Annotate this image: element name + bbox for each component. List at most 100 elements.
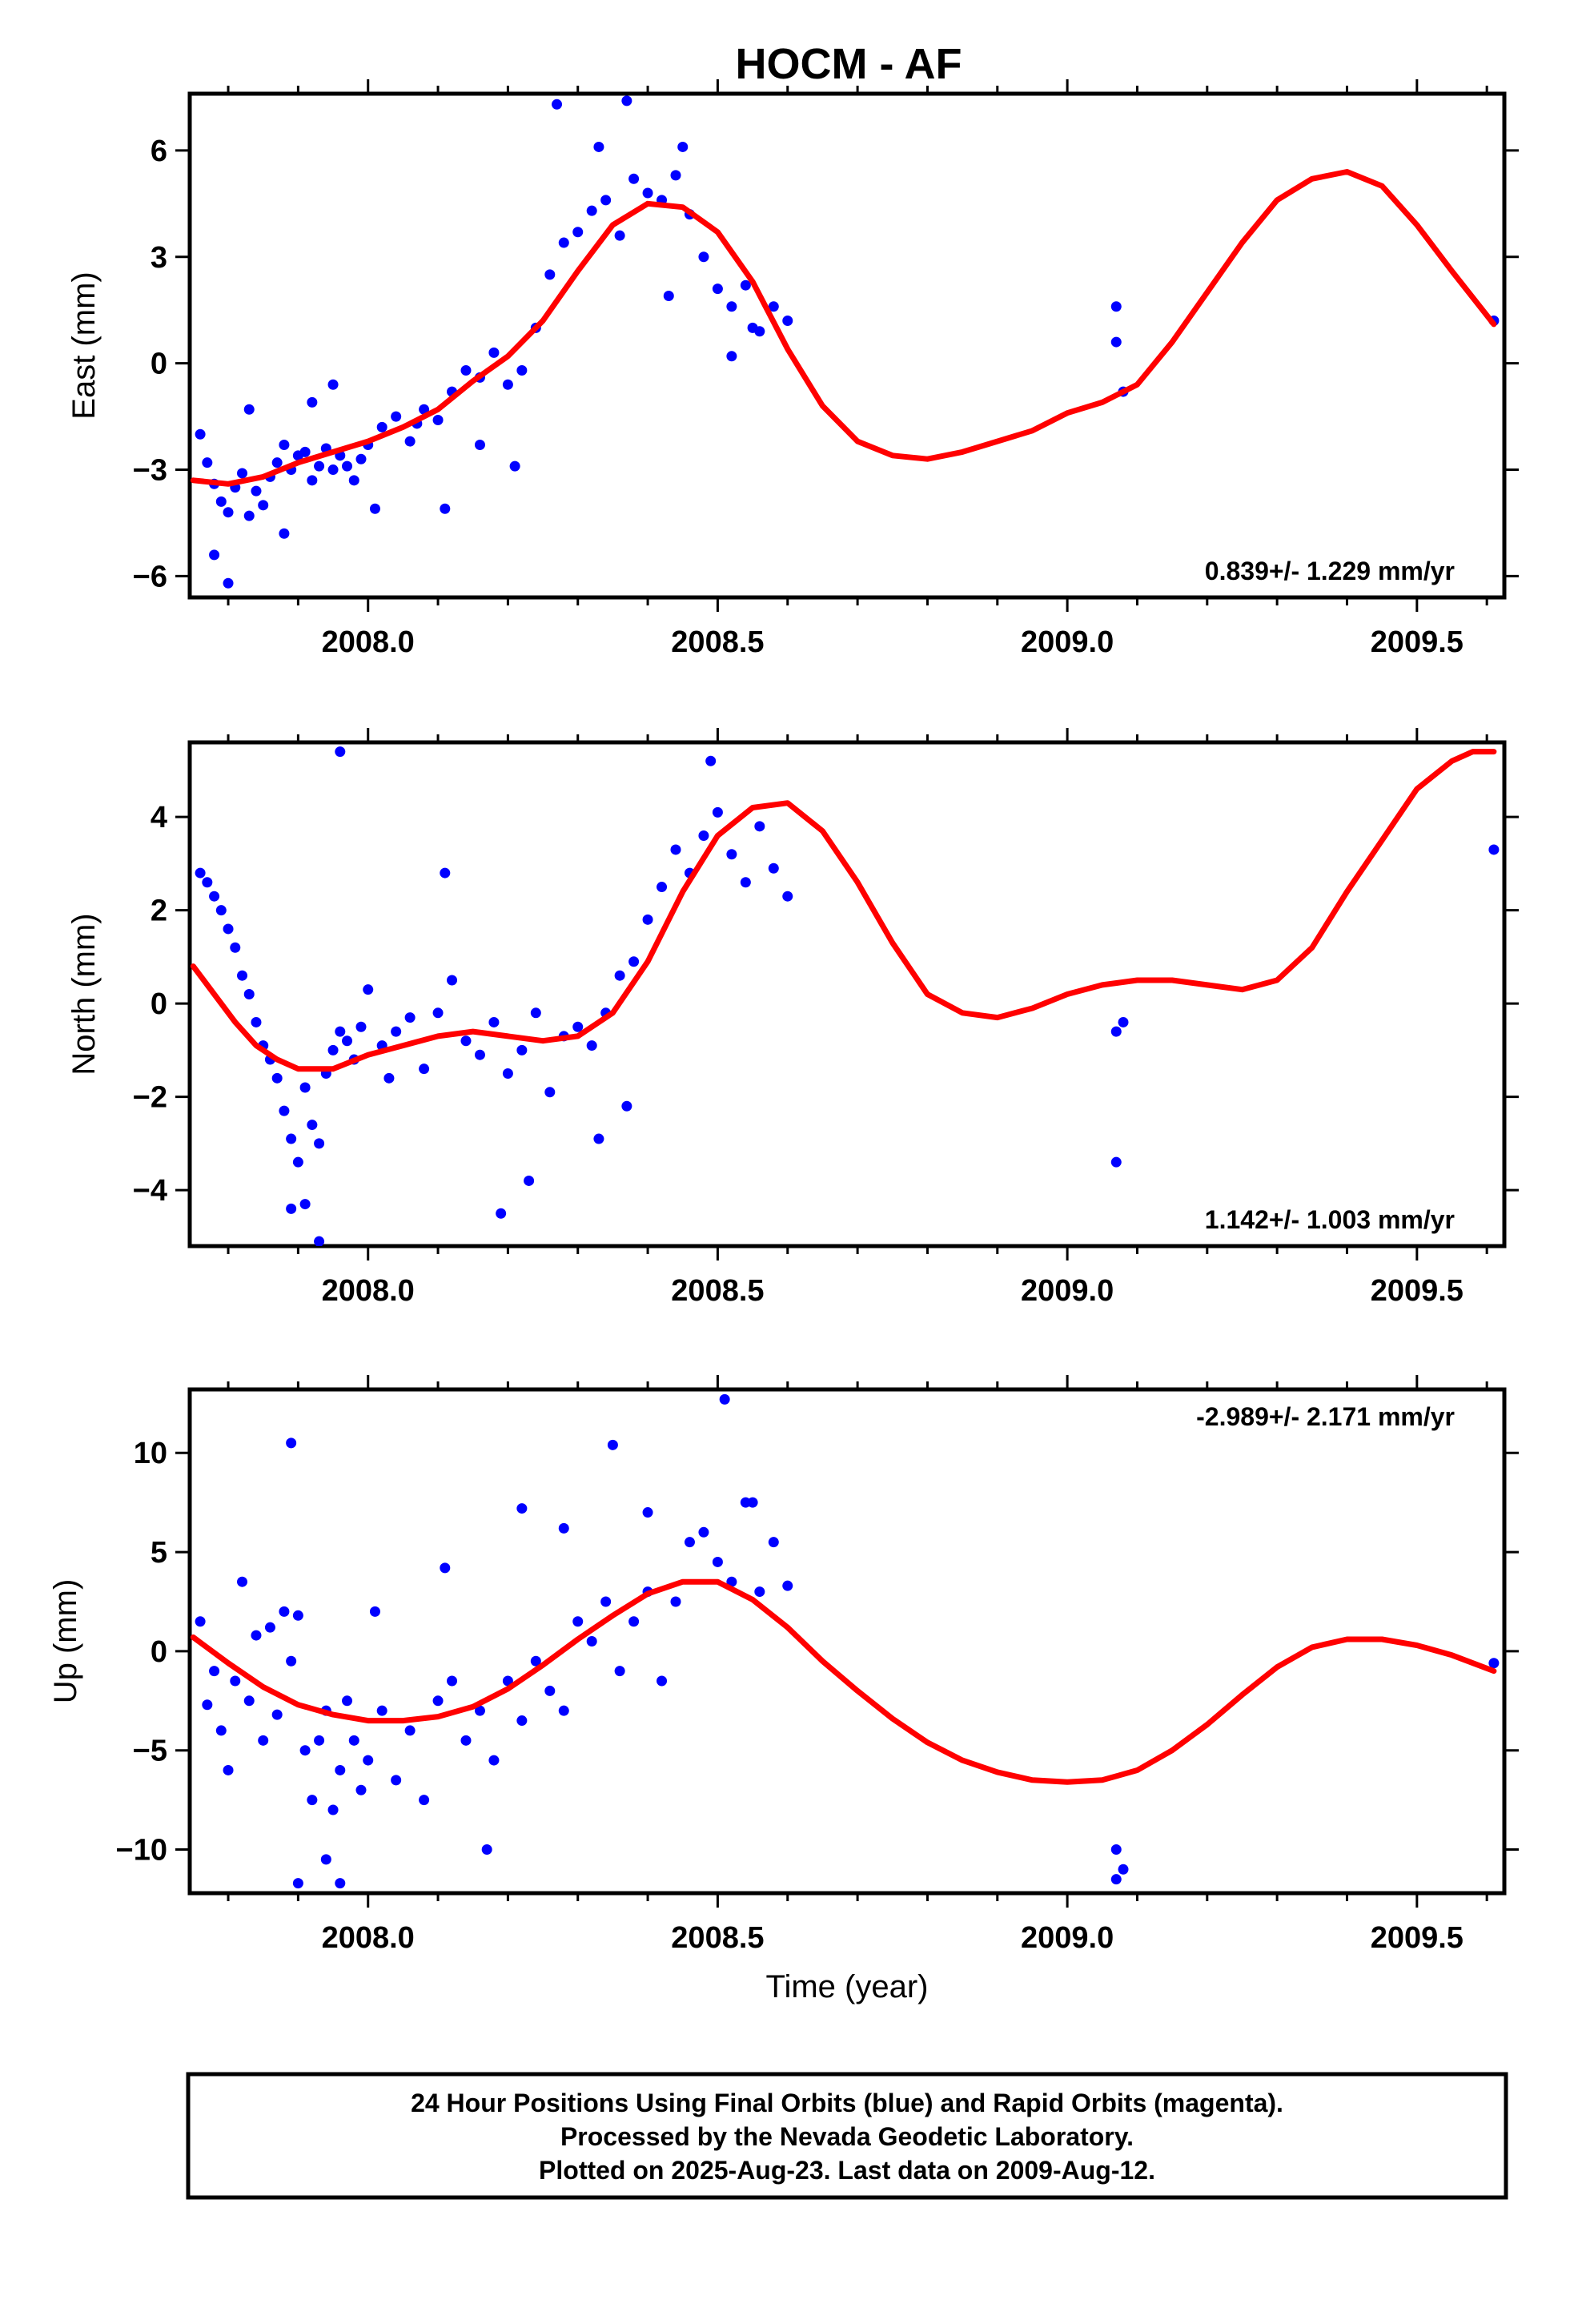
data-point: [404, 1012, 416, 1023]
rate-label: 0.839+/- 1.229 mm/yr: [1205, 557, 1455, 585]
data-point: [558, 1522, 569, 1534]
data-point: [243, 510, 255, 521]
x-tick-label: 2009.0: [1021, 1921, 1114, 1955]
data-point: [726, 1576, 737, 1587]
data-point: [656, 882, 668, 893]
data-point: [209, 1666, 220, 1677]
data-point: [768, 301, 779, 312]
y-tick-label: 0: [151, 1635, 167, 1669]
data-point: [544, 1087, 556, 1098]
data-point: [712, 1556, 723, 1567]
y-tick-label: 5: [151, 1536, 167, 1570]
data-point: [754, 821, 765, 832]
x-tick-label: 2009.0: [1021, 625, 1114, 659]
panel-3: 2008.0 2008.5 2009.0 2009.5 −10 −5 0 5 10 Up (mm)…: [48, 1375, 1519, 2004]
data-point: [327, 1804, 339, 1815]
data-point: [342, 1035, 353, 1047]
data-point: [440, 503, 451, 514]
data-point: [670, 844, 681, 855]
data-point: [202, 877, 213, 888]
data-point: [509, 460, 520, 472]
data-point: [307, 1120, 318, 1131]
plot-area: [190, 746, 1500, 1246]
data-point: [327, 379, 339, 390]
data-point: [363, 1755, 374, 1766]
data-point: [230, 942, 241, 953]
data-point: [447, 1675, 458, 1687]
plot-area: [190, 95, 1500, 589]
data-point: [307, 475, 318, 486]
data-point: [1110, 301, 1122, 312]
data-point: [474, 440, 485, 451]
data-point: [432, 1695, 444, 1707]
data-point: [502, 379, 513, 390]
data-point: [572, 1616, 584, 1627]
data-point: [237, 1576, 248, 1587]
data-point: [258, 1735, 269, 1746]
data-point: [286, 1203, 297, 1214]
footer-line-3: Plotted on 2025-Aug-23. Last data on 200…: [539, 2156, 1155, 2185]
data-point: [586, 1636, 597, 1647]
data-point: [335, 1764, 346, 1775]
data-point: [223, 1764, 234, 1775]
data-point: [209, 891, 220, 902]
data-point: [327, 1044, 339, 1055]
data-point: [314, 1138, 325, 1149]
data-point: [348, 1735, 359, 1746]
data-point: [488, 347, 500, 358]
data-point: [474, 1705, 485, 1716]
data-point: [251, 1016, 262, 1027]
data-point: [600, 1596, 612, 1607]
data-point: [593, 1133, 604, 1144]
data-point: [586, 1040, 597, 1051]
data-point: [369, 1606, 380, 1617]
data-point: [670, 170, 681, 181]
data-point: [251, 485, 262, 497]
data-point: [712, 283, 723, 295]
x-tick-label: 2008.5: [671, 1921, 764, 1955]
data-point: [195, 428, 206, 440]
data-point: [740, 279, 751, 291]
data-point: [209, 549, 220, 561]
data-point: [782, 891, 793, 902]
data-point: [1118, 1864, 1129, 1875]
data-point: [614, 970, 625, 981]
data-point: [314, 1735, 325, 1746]
data-point: [320, 1854, 331, 1865]
y-tick-label: −2: [133, 1081, 167, 1115]
data-point: [1110, 1874, 1122, 1885]
data-point: [243, 989, 255, 999]
data-point: [586, 205, 597, 216]
data-point: [502, 1068, 513, 1080]
y-tick-label: 3: [151, 241, 167, 275]
data-point: [663, 290, 674, 301]
data-point: [747, 322, 758, 333]
chart-title: HOCM - AF: [736, 40, 962, 88]
data-point: [670, 1596, 681, 1607]
data-point: [342, 1695, 353, 1707]
data-point: [1488, 844, 1500, 855]
data-point: [202, 1699, 213, 1711]
y-axis-title: North (mm): [66, 913, 102, 1075]
data-point: [621, 1100, 632, 1112]
data-point: [195, 867, 206, 879]
data-point: [628, 173, 640, 184]
y-tick-label: 6: [151, 135, 167, 168]
data-point: [607, 1439, 618, 1450]
x-tick-label: 2008.5: [671, 1274, 764, 1308]
x-tick-label: 2008.0: [322, 1274, 415, 1308]
data-point: [460, 365, 472, 376]
data-point: [572, 227, 584, 238]
y-tick-label: −3: [133, 454, 167, 488]
model-curve: [190, 169, 1497, 487]
plot-frame: [187, 740, 1507, 1248]
data-point: [432, 1007, 444, 1019]
data-point: [286, 1655, 297, 1667]
data-point: [474, 1049, 485, 1060]
data-point: [271, 457, 283, 468]
y-axis-title: East (mm): [66, 271, 102, 419]
data-point: [740, 877, 751, 888]
data-point: [502, 1675, 513, 1687]
data-point: [279, 528, 290, 539]
data-point: [768, 1537, 779, 1548]
